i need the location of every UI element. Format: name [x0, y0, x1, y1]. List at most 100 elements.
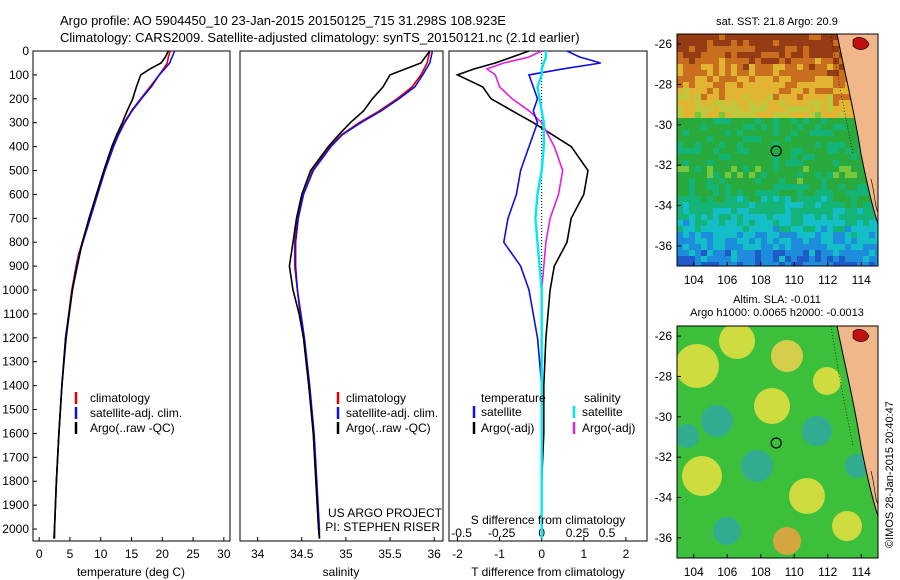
sst-cell — [857, 232, 863, 238]
map-y-tick-label: -28 — [655, 77, 673, 91]
sst-cell — [725, 124, 731, 130]
sst-cell — [833, 208, 839, 214]
sst-cell — [827, 58, 833, 64]
map-x-tick-label: 110 — [785, 565, 804, 579]
sst-cell — [695, 64, 701, 70]
sst-cell — [737, 208, 743, 214]
sst-cell — [791, 136, 797, 142]
sst-cell — [701, 256, 707, 262]
sst-cell — [809, 160, 815, 166]
sst-cell — [755, 136, 761, 142]
sst-cell — [677, 70, 683, 76]
sst-cell — [719, 52, 725, 58]
sst-cell — [707, 94, 713, 100]
sst-cell — [737, 190, 743, 196]
sst-cell — [677, 256, 683, 262]
legend-label-satellite: satellite-adj. clim. — [90, 406, 182, 420]
depth-tick-label: 400 — [9, 140, 29, 154]
legend-label-s-argo: Argo(-adj) — [582, 421, 635, 435]
sst-cell — [839, 184, 845, 190]
sla-map-y-axis: -26 -28 -30 -32 -34 -36 — [655, 329, 681, 545]
sst-cell — [683, 40, 689, 46]
sst-cell — [767, 172, 773, 178]
sst-cell — [815, 202, 821, 208]
sst-cell — [803, 88, 809, 94]
sst-cell — [785, 112, 791, 118]
sst-cell — [845, 226, 851, 232]
sst-cell — [857, 184, 863, 190]
sst-cell — [785, 40, 791, 46]
sst-cell — [845, 232, 851, 238]
sst-cell — [857, 196, 863, 202]
s-difference-xlabel: S difference from climatology — [471, 513, 626, 527]
sst-cell — [845, 178, 851, 184]
sst-cell — [761, 256, 767, 262]
sst-cell — [695, 226, 701, 232]
sst-cell — [833, 82, 839, 88]
sst-cell — [677, 232, 683, 238]
sst-cell — [677, 118, 683, 124]
sst-cell — [815, 40, 821, 46]
map-y-tick-label: -28 — [655, 369, 673, 383]
sst-cell — [743, 148, 749, 154]
sst-cell — [827, 46, 833, 52]
sst-cell — [797, 262, 803, 266]
sst-cell — [791, 40, 797, 46]
sst-cell — [767, 238, 773, 244]
sst-cell — [755, 70, 761, 76]
sst-cell — [737, 82, 743, 88]
sst-cell — [845, 154, 851, 160]
sst-cell — [755, 148, 761, 154]
sst-cell — [797, 106, 803, 112]
map-x-tick-label: 112 — [818, 273, 837, 287]
sst-cell — [689, 106, 695, 112]
sla-map-x-axis: 104 106 108 110 112 114 — [684, 554, 871, 579]
sst-cell — [713, 58, 719, 64]
sst-cell — [695, 124, 701, 130]
sst-cell — [827, 184, 833, 190]
sst-cell — [731, 52, 737, 58]
sst-cell — [833, 166, 839, 172]
sst-cell — [713, 124, 719, 130]
depth-tick-label: 0 — [22, 44, 29, 58]
sst-cell — [719, 142, 725, 148]
sst-cell — [779, 196, 785, 202]
sst-cell — [737, 136, 743, 142]
sst-cell — [707, 40, 713, 46]
temperature-legend: climatology satellite-adj. clim. Argo(..… — [74, 391, 182, 435]
sst-cell — [743, 160, 749, 166]
sst-cell — [809, 226, 815, 232]
salinity-panel: 34 34.5 35 35.5 36 salinity climatology sate… — [239, 50, 444, 579]
sst-cell — [779, 136, 785, 142]
sst-cell — [737, 70, 743, 76]
sst-cell — [809, 130, 815, 136]
sst-cell — [773, 34, 779, 40]
depth-tick-label: 1600 — [2, 426, 29, 440]
sst-cell — [767, 136, 773, 142]
sst-cell — [839, 172, 845, 178]
sst-cell — [689, 46, 695, 52]
sst-cell — [737, 100, 743, 106]
sst-cell — [689, 58, 695, 64]
sst-cell — [749, 130, 755, 136]
sst-cell — [743, 118, 749, 124]
sst-cell — [797, 124, 803, 130]
sst-cell — [695, 238, 701, 244]
sst-cell — [755, 250, 761, 256]
sst-cell — [713, 202, 719, 208]
sst-cell — [803, 238, 809, 244]
difference-series — [455, 50, 601, 539]
sst-cell — [761, 136, 767, 142]
sst-cell — [845, 112, 851, 118]
sst-cell — [797, 166, 803, 172]
sst-cell — [677, 208, 683, 214]
sst-cell — [863, 256, 869, 262]
sla-anomaly — [813, 367, 841, 395]
sst-cell — [713, 100, 719, 106]
sst-cell — [749, 34, 755, 40]
sst-cell — [755, 208, 761, 214]
sst-cell — [803, 256, 809, 262]
sst-cell — [719, 58, 725, 64]
sst-cell — [809, 220, 815, 226]
sst-cell — [851, 250, 857, 256]
